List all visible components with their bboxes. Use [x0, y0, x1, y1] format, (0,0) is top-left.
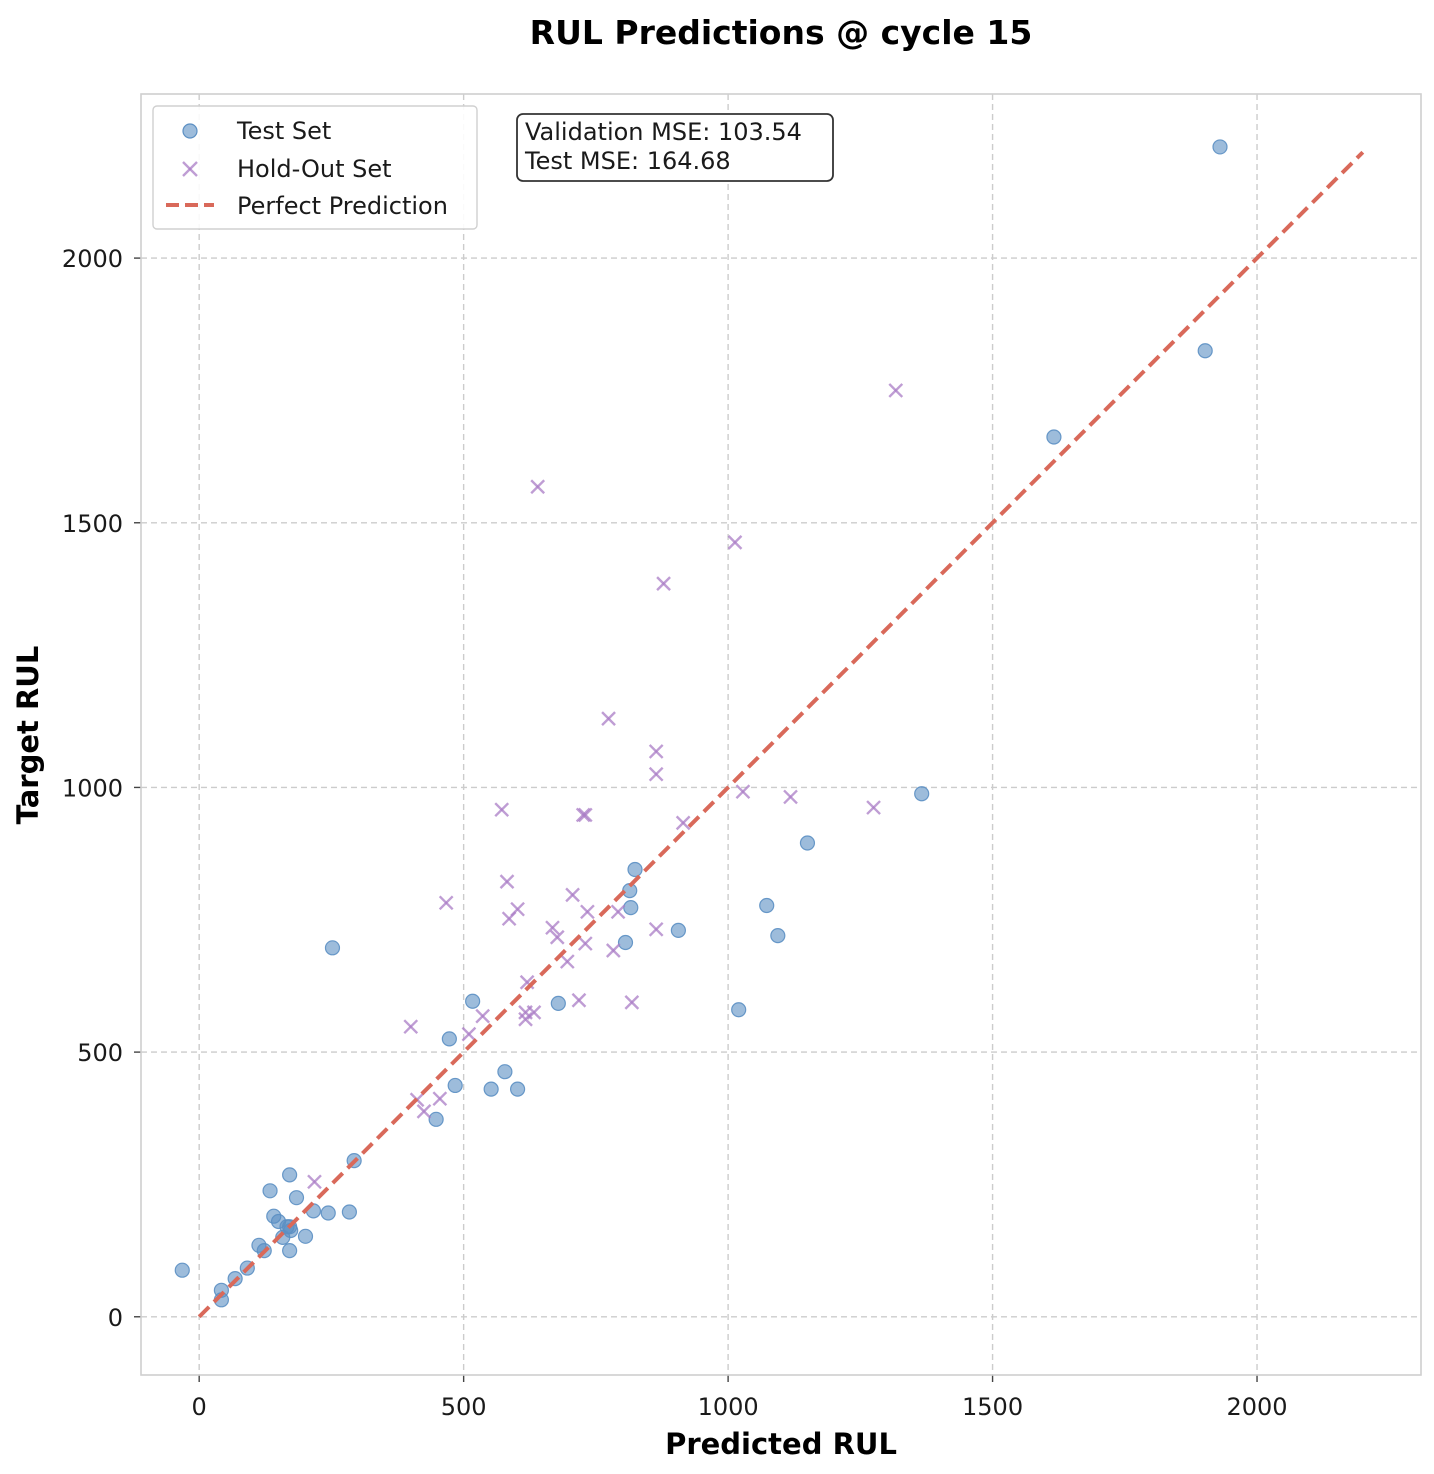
test-set-point [497, 1064, 513, 1080]
hold-out-set-point [866, 800, 881, 815]
test-set-point [627, 861, 643, 878]
x-tick-label: 1500 [962, 1393, 1023, 1421]
y-tick-label: 0 [108, 1304, 123, 1332]
test-set-point [297, 1228, 314, 1244]
test-set-point [509, 1081, 526, 1097]
hold-out-set-point [545, 920, 560, 936]
hold-out-set-point [494, 802, 510, 818]
test-set-point [770, 928, 786, 944]
legend-label-test-set: Test Set [236, 117, 331, 145]
plot-frame [140, 93, 1422, 1376]
hold-out-set-point [648, 766, 664, 782]
y-tick-label: 2000 [62, 245, 123, 273]
test-set-point [799, 835, 816, 851]
test-set-point [341, 1204, 357, 1220]
legend-box [152, 105, 478, 230]
test-set-point [428, 1111, 444, 1127]
test-set-point [670, 922, 686, 938]
hold-out-set-point [610, 904, 626, 920]
y-tick-label: 500 [77, 1039, 123, 1067]
test-set-point [282, 1243, 298, 1259]
hold-out-set-point [735, 784, 751, 800]
test-set-point [282, 1167, 298, 1183]
hold-out-set-point [575, 807, 591, 823]
hold-out-set-point [577, 807, 593, 823]
hold-out-set-point [416, 1104, 432, 1119]
metrics-annotation: Validation MSE: 103.54 Test MSE: 164.68 [516, 113, 834, 182]
axis-ticks: 0 500 1000 1500 2000 0 500 1000 1500 2000 [62, 245, 1288, 1421]
data-marks [174, 139, 1365, 1319]
hold-out-set-point [624, 994, 640, 1010]
hold-out-set-point [461, 1026, 477, 1042]
annotation-box [516, 113, 834, 182]
hold-out-set-point [580, 904, 595, 920]
hold-out-set-point [656, 576, 671, 591]
y-axis-label: Target RUL [11, 646, 45, 825]
test-set-point [174, 1262, 190, 1278]
legend: Test Set Hold-Out Set Perfect Prediction [152, 105, 478, 230]
test-set-point [324, 940, 341, 956]
test-set-point [550, 995, 566, 1012]
test-set-point [914, 786, 930, 802]
test-set-point [731, 1002, 747, 1018]
hold-out-set-point [518, 1005, 533, 1020]
test-set-point [266, 1208, 282, 1224]
hold-out-set-point [559, 954, 575, 969]
test-set-point [262, 1183, 278, 1199]
annotation-validation-mse: Validation MSE: 103.54 [525, 118, 802, 146]
test-set-point [465, 993, 481, 1009]
hold-out-set-point [888, 383, 904, 398]
hold-out-set-point [675, 815, 691, 831]
hold-out-set-point [499, 874, 515, 890]
y-tick-label: 1500 [62, 510, 123, 538]
hold-out-set-point [501, 911, 517, 927]
x-tick-label: 1000 [698, 1393, 759, 1421]
hold-out-set-point [403, 1019, 419, 1035]
hold-out-set-point [648, 921, 664, 937]
hold-out-set-point [605, 943, 621, 958]
legend-marker-hold-out-set [182, 161, 198, 177]
hold-out-set-point [475, 1008, 491, 1024]
legend-marker-test-set [182, 123, 198, 139]
annotation-test-mse: Test MSE: 164.68 [524, 147, 731, 175]
test-set-point [483, 1081, 499, 1097]
hold-out-set-point [307, 1174, 322, 1190]
hold-out-set-point [549, 929, 565, 945]
hold-out-set-point [727, 535, 743, 550]
hold-out-set-point [530, 479, 546, 495]
test-set-point [759, 897, 775, 914]
test-set-point [1046, 429, 1062, 445]
test-set-point [623, 899, 639, 916]
hold-out-set-point [648, 744, 664, 759]
hold-out-set-point [432, 1091, 448, 1107]
test-set-point [320, 1205, 336, 1221]
legend-label-hold-out-set: Hold-Out Set [237, 155, 392, 183]
x-tick-label: 0 [192, 1393, 207, 1421]
chart-title: RUL Predictions @ cycle 15 [530, 13, 1033, 52]
test-set-point [1212, 139, 1228, 155]
test-set-point [617, 934, 634, 951]
hold-out-set-point [577, 936, 593, 951]
x-tick-label: 2000 [1226, 1393, 1287, 1421]
grid [141, 94, 1421, 1375]
x-axis-label: Predicted RUL [665, 1427, 897, 1461]
hold-out-set-point [518, 1011, 533, 1027]
legend-label-perfect-prediction: Perfect Prediction [237, 192, 448, 220]
hold-out-set-point [783, 789, 798, 805]
test-set-point [441, 1031, 457, 1047]
hold-out-set-point [565, 887, 580, 903]
test-set-point [288, 1190, 305, 1206]
test-set-point [1197, 343, 1213, 359]
test-set-point [447, 1077, 463, 1094]
hold-out-set-point [571, 992, 587, 1008]
perfect-prediction-line [197, 150, 1365, 1319]
x-tick-label: 500 [441, 1393, 487, 1421]
hold-out-set-point [438, 895, 454, 911]
hold-out-set-point [601, 711, 616, 726]
y-tick-label: 1000 [62, 774, 123, 802]
test-set-point [251, 1237, 267, 1253]
